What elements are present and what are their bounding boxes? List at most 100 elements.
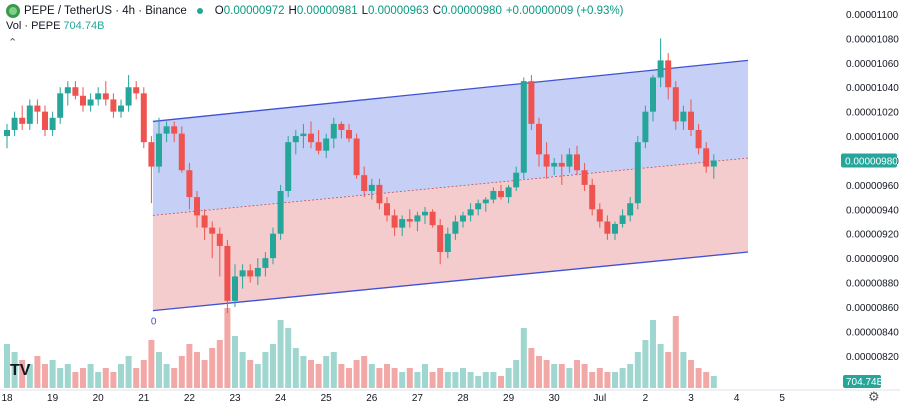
candle-body bbox=[42, 111, 48, 130]
market-status-dot bbox=[196, 8, 203, 14]
candle-body bbox=[57, 93, 64, 118]
volume-bar bbox=[384, 364, 390, 388]
price-tick-label: 0.00001000 bbox=[846, 132, 899, 143]
volume-bar bbox=[482, 372, 489, 388]
volume-bar bbox=[216, 340, 223, 388]
volume-bar bbox=[156, 352, 162, 388]
candle-body bbox=[315, 142, 322, 151]
candle-body bbox=[703, 148, 710, 167]
channel-upper-line bbox=[152, 59, 749, 123]
time-tick-label: 3 bbox=[688, 393, 694, 404]
candle-body bbox=[543, 154, 550, 167]
candle-body bbox=[72, 87, 79, 96]
volume-bar bbox=[475, 376, 482, 388]
candle-body bbox=[657, 60, 664, 78]
candle-body bbox=[308, 133, 314, 143]
gear-icon[interactable]: ⚙ bbox=[868, 389, 880, 404]
candle-body bbox=[270, 233, 276, 259]
volume-bar bbox=[688, 360, 694, 388]
candle-body bbox=[399, 219, 406, 228]
volume-bar bbox=[536, 356, 542, 388]
price-tick-label: 0.00000840 bbox=[846, 327, 899, 338]
volume-bar bbox=[300, 356, 307, 388]
candle-body bbox=[118, 105, 124, 112]
volume-bar bbox=[460, 368, 466, 388]
candle-body bbox=[604, 221, 611, 234]
candle-body bbox=[201, 215, 208, 228]
candle-body bbox=[665, 60, 672, 88]
candle-body bbox=[361, 175, 368, 191]
candle-body bbox=[148, 142, 155, 167]
candle-body bbox=[292, 136, 299, 143]
candle-body bbox=[102, 93, 109, 100]
volume-bar bbox=[429, 372, 436, 388]
volume-bar bbox=[125, 356, 132, 388]
chevron-up-icon[interactable]: ⌃ bbox=[8, 37, 18, 49]
volume-bar bbox=[330, 352, 337, 388]
candle-body bbox=[490, 191, 497, 200]
candle-body bbox=[482, 199, 489, 204]
volume-bar bbox=[277, 320, 284, 388]
price-tick-label: 0.00000880 bbox=[846, 279, 899, 290]
candle-body bbox=[612, 223, 618, 234]
candle-body bbox=[87, 99, 94, 106]
candle-body bbox=[323, 138, 330, 151]
candle-body bbox=[376, 184, 383, 204]
candle-body bbox=[4, 129, 10, 137]
volume-bar bbox=[650, 320, 656, 388]
volume-bar bbox=[42, 364, 48, 388]
candle-body bbox=[125, 87, 132, 106]
candle-body bbox=[475, 203, 482, 210]
time-tick-label: 30 bbox=[549, 393, 561, 404]
candle-body bbox=[224, 245, 231, 301]
candle-body bbox=[619, 215, 626, 224]
volume-bar bbox=[26, 364, 33, 388]
volume-bar bbox=[262, 352, 269, 388]
volume-bar bbox=[95, 372, 102, 388]
candle-body bbox=[216, 233, 223, 246]
volume-bar bbox=[308, 360, 314, 388]
volume-bar bbox=[285, 328, 292, 388]
current-price-label: 0.00000980 bbox=[845, 156, 898, 167]
volume-legend[interactable]: Vol · PEPE 704.74B bbox=[6, 20, 104, 32]
candle-body bbox=[254, 267, 261, 277]
symbol-header: PEPE / TetherUS · 4h · Binance O 0.000009… bbox=[0, 0, 624, 22]
volume-legend-value: 704.74B bbox=[63, 20, 105, 32]
volume-bar bbox=[452, 372, 459, 388]
volume-bar bbox=[490, 372, 497, 388]
volume-bar bbox=[72, 372, 79, 388]
candle-body bbox=[634, 142, 641, 204]
volume-bar bbox=[118, 364, 124, 388]
candle-body bbox=[528, 81, 535, 124]
volume-bar bbox=[672, 316, 679, 388]
candle-body bbox=[429, 211, 436, 226]
candle-body bbox=[34, 105, 41, 112]
current-volume-label: 704.74B bbox=[846, 377, 884, 388]
open-label: O bbox=[214, 5, 224, 17]
candle-body bbox=[133, 87, 140, 94]
price-tick-label: 0.00000940 bbox=[846, 205, 899, 216]
volume-bar bbox=[163, 364, 170, 388]
high-value: 0.00000981 bbox=[296, 5, 358, 17]
tradingview-logo-icon[interactable]: TV bbox=[10, 362, 31, 379]
volume-bar bbox=[57, 368, 64, 388]
volume-bar bbox=[140, 360, 147, 388]
time-tick-label: 4 bbox=[734, 393, 740, 404]
volume-bar bbox=[634, 352, 641, 388]
candle-body bbox=[300, 133, 307, 137]
candle-body bbox=[558, 162, 565, 167]
candle-body bbox=[262, 258, 269, 268]
channel-upper-band bbox=[152, 60, 749, 216]
symbol-title[interactable]: PEPE / TetherUS · 4h · Binance bbox=[24, 5, 187, 17]
candle-body bbox=[444, 233, 451, 253]
volume-bar bbox=[292, 348, 299, 388]
low-value: 0.00000963 bbox=[368, 5, 429, 17]
volume-bar bbox=[642, 340, 649, 388]
channel-lower-line bbox=[152, 251, 749, 312]
volume-bar bbox=[657, 344, 664, 388]
time-tick-label: 27 bbox=[412, 393, 424, 404]
candle-body bbox=[330, 123, 337, 139]
volume-bar bbox=[695, 368, 702, 388]
candle-body bbox=[178, 133, 185, 171]
